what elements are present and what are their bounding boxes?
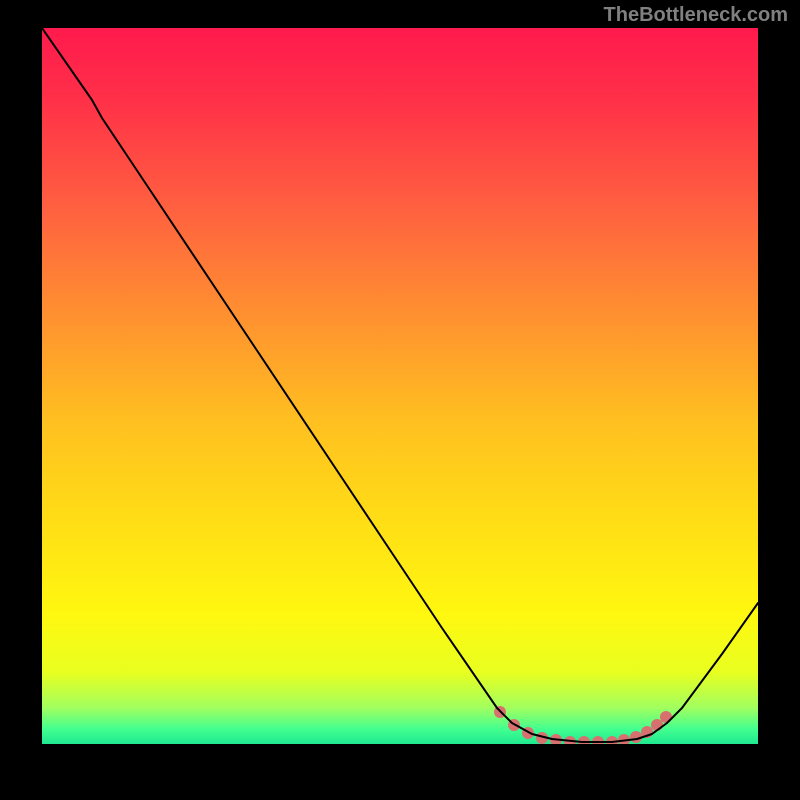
watermark-text: TheBottleneck.com xyxy=(604,4,788,27)
chart-svg xyxy=(42,28,758,744)
plot-area xyxy=(42,28,758,744)
chart-container: TheBottleneck.com xyxy=(0,0,800,800)
gradient-background xyxy=(42,28,758,744)
